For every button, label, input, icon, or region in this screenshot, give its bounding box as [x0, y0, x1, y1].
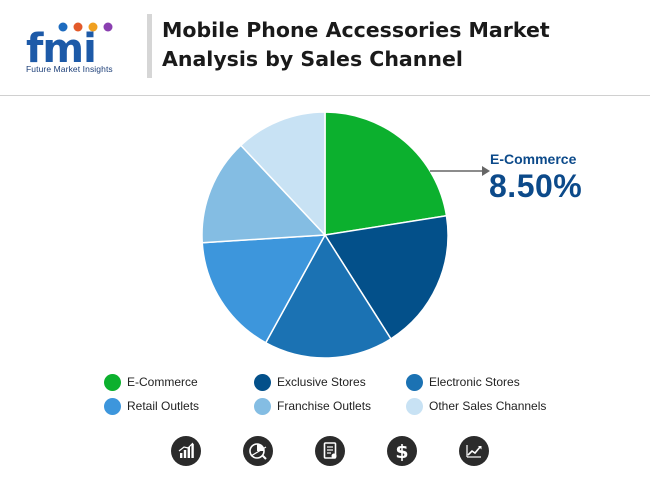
page-title: Mobile Phone Accessories Market Analysis…	[162, 16, 632, 74]
fmi-logo: fmi Future Market Insights	[26, 14, 136, 78]
footer-icon-row: $	[0, 436, 650, 470]
legend-label: Exclusive Stores	[277, 375, 366, 389]
fmi-logo-mark: fmi	[26, 22, 113, 64]
legend-label: Electronic Stores	[429, 375, 520, 389]
pie-chart	[201, 111, 449, 359]
legend-item-franchise-outlets: Franchise Outlets	[254, 396, 371, 416]
pie-slice-other-sales-channels	[239, 111, 326, 237]
legend-swatch-other-sales-channels	[406, 397, 423, 415]
svg-text:$: $	[395, 441, 408, 463]
legend-swatch-e-commerce	[104, 373, 121, 391]
callout-arrow	[430, 166, 490, 176]
legend-item-other-sales-channels: Other Sales Channels	[406, 396, 546, 416]
callout-segment-name: E-Commerce	[490, 151, 577, 167]
header: fmi Future Market Insights Mobile Phone …	[0, 0, 650, 96]
legend-item-e-commerce: E-Commerce	[104, 372, 198, 392]
legend-label: Retail Outlets	[127, 399, 200, 413]
legend-label: Franchise Outlets	[277, 399, 372, 413]
logo-subtitle: Future Market Insights	[26, 64, 113, 74]
legend-item-electronic-stores: Electronic Stores	[406, 372, 520, 392]
legend-swatch-exclusive-stores	[254, 373, 271, 391]
pie-slice-exclusive-stores	[323, 214, 449, 340]
callout-segment-value: 8.50%	[489, 168, 583, 204]
legend-swatch-franchise-outlets	[254, 397, 271, 415]
pie-slice-franchise-outlets	[201, 144, 327, 244]
legend-label: E-Commerce	[127, 375, 198, 389]
title-line-2: Analysis by Sales Channel	[162, 47, 463, 71]
svg-text:fmi: fmi	[26, 26, 96, 64]
pie-slice-retail-outlets	[201, 234, 327, 344]
pie-slice-electronic-stores	[264, 233, 392, 359]
legend-item-exclusive-stores: Exclusive Stores	[254, 372, 366, 392]
report-document-icon	[315, 436, 345, 466]
pie-slice-e-commerce	[324, 111, 448, 236]
legend: E-Commerce Exclusive Stores Electronic S…	[104, 372, 574, 422]
legend-swatch-retail-outlets	[104, 397, 121, 415]
trend-chart-icon	[459, 436, 489, 466]
legend-label: Other Sales Channels	[429, 399, 547, 413]
title-line-1: Mobile Phone Accessories Market	[162, 18, 550, 42]
pie-analysis-icon	[243, 436, 273, 466]
legend-swatch-electronic-stores	[406, 373, 423, 391]
bar-growth-icon	[171, 436, 201, 466]
header-divider	[147, 14, 152, 78]
header-rule	[0, 95, 650, 96]
dollar-icon: $	[387, 436, 417, 466]
legend-item-retail-outlets: Retail Outlets	[104, 396, 199, 416]
